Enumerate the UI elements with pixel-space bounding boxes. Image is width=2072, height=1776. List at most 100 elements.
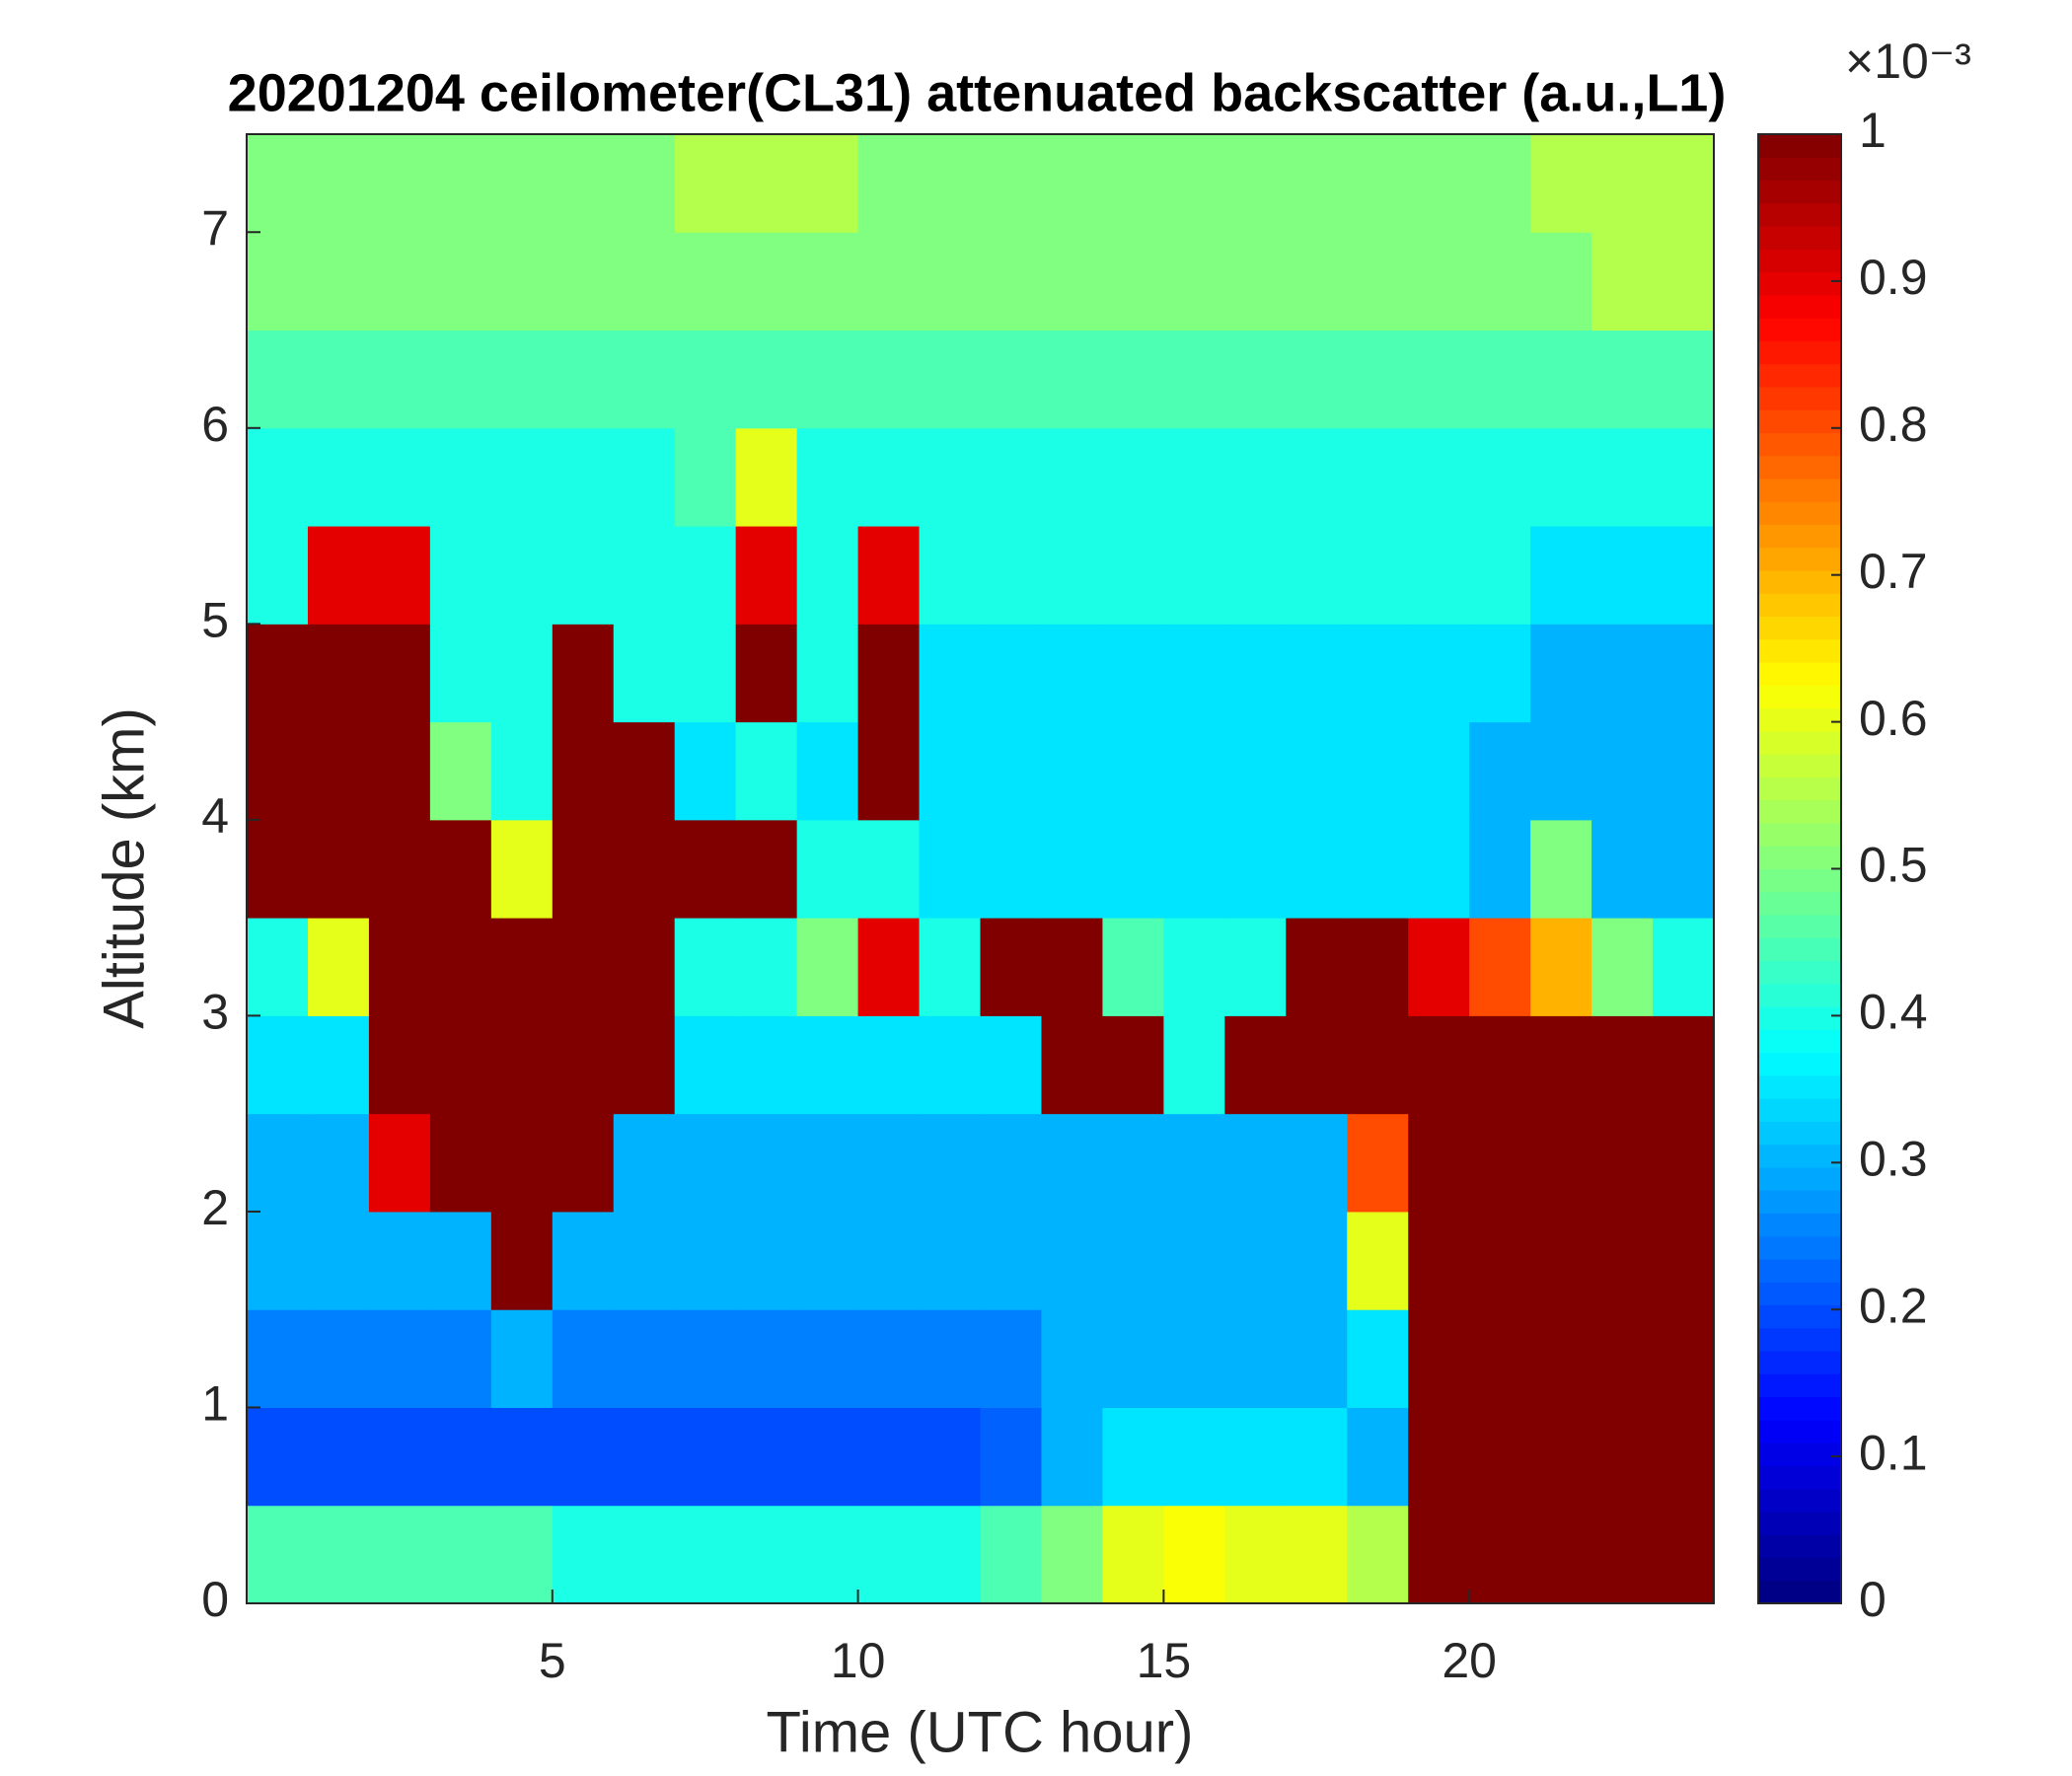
heatmap-cell [1530, 1309, 1592, 1408]
heatmap-cell [796, 134, 859, 233]
heatmap-cell [919, 526, 981, 625]
x-tick-label: 10 [831, 1633, 886, 1688]
heatmap-cell [1653, 1113, 1715, 1213]
heatmap-cell [429, 918, 492, 1016]
heatmap-cell [980, 819, 1042, 919]
heatmap-cell [1653, 330, 1715, 429]
heatmap-cell [1408, 526, 1470, 625]
colorbar-swatch [1758, 202, 1841, 227]
heatmap-cell [1102, 1015, 1164, 1115]
heatmap-cell [980, 330, 1042, 429]
heatmap-cell [1469, 918, 1531, 1016]
colorbar-tick-label: 0.9 [1859, 250, 1928, 305]
heatmap-cell [613, 918, 676, 1016]
heatmap-cell [735, 526, 798, 625]
colorbar-swatch [1758, 1557, 1841, 1582]
colorbar-swatch [1758, 249, 1841, 273]
heatmap-cell [247, 1211, 309, 1310]
heatmap-cell [1041, 1113, 1103, 1213]
heatmap-cell [1347, 721, 1409, 821]
colorbar-swatch [1758, 1144, 1841, 1168]
heatmap-cell [613, 624, 676, 723]
heatmap-cell [1041, 1505, 1103, 1604]
colorbar-swatch [1758, 547, 1841, 571]
heatmap-cell [857, 526, 921, 625]
heatmap-cell [1469, 1113, 1531, 1213]
heatmap-cell [307, 1015, 370, 1115]
heatmap-cell [1224, 1505, 1287, 1604]
colorbar-swatch [1758, 1304, 1841, 1329]
heatmap-cell [919, 624, 981, 723]
heatmap-cell [1469, 1309, 1531, 1408]
heatmap-cell [552, 1015, 615, 1115]
colorbar-swatch [1758, 432, 1841, 457]
heatmap-cell [490, 819, 554, 919]
heatmap-cell [1469, 330, 1531, 429]
heatmap-cell [919, 918, 981, 1016]
heatmap-cell [1530, 427, 1592, 527]
heatmap-cell [247, 624, 309, 723]
heatmap-cell [429, 1309, 492, 1408]
heatmap-cell [307, 1113, 370, 1213]
heatmap-cell [1347, 918, 1409, 1016]
heatmap-cell [1163, 819, 1225, 919]
heatmap-cell [674, 1113, 737, 1213]
heatmap-cell [1591, 1113, 1654, 1213]
heatmap-cell [1408, 1113, 1470, 1213]
heatmap-cell [247, 918, 309, 1016]
heatmap-cell [674, 1505, 737, 1604]
heatmap-cell [1530, 1015, 1592, 1115]
heatmap-cell [674, 1211, 737, 1310]
heatmap-cell [247, 232, 309, 332]
heatmap-cell [1530, 1211, 1592, 1310]
heatmap-cell [247, 1113, 309, 1213]
heatmap-cell [1163, 624, 1225, 723]
heatmap-cell [613, 1309, 676, 1408]
heatmap-cell [1041, 1211, 1103, 1310]
heatmap-cell [1102, 232, 1164, 332]
colorbar-swatch [1758, 754, 1841, 777]
colorbar-swatch [1758, 822, 1841, 847]
chart-title: 20201204 ceilometer(CL31) attenuated bac… [228, 63, 1727, 122]
colorbar-swatch [1758, 1235, 1841, 1260]
colorbar-swatch [1758, 157, 1841, 182]
heatmap-cell [796, 1015, 859, 1115]
colorbar-swatch [1758, 983, 1841, 1007]
heatmap-cell [1041, 721, 1103, 821]
heatmap-cell [1102, 1211, 1164, 1310]
colorbar-swatch [1758, 409, 1841, 433]
heatmap-cell [857, 1113, 921, 1213]
colorbar-swatch [1758, 1098, 1841, 1122]
colorbar-tick-label: 0.7 [1859, 544, 1928, 599]
heatmap-cell [1163, 232, 1225, 332]
heatmap-cell [1653, 526, 1715, 625]
heatmap-cell [1408, 330, 1470, 429]
heatmap-cell [1041, 232, 1103, 332]
heatmap-cell [613, 232, 676, 332]
heatmap-cell [857, 1407, 921, 1507]
heatmap-cell [1102, 1505, 1164, 1604]
heatmap-cell [857, 1505, 921, 1604]
heatmap-cell [429, 134, 492, 233]
heatmap-cell [1163, 1505, 1225, 1604]
heatmap-cell [1653, 819, 1715, 919]
heatmap-cell [1469, 1505, 1531, 1604]
heatmap-cell [613, 721, 676, 821]
heatmap-cell [429, 1015, 492, 1115]
heatmap-cell [980, 918, 1042, 1016]
heatmap-cell [1530, 1113, 1592, 1213]
heatmap-cell [980, 624, 1042, 723]
heatmap-cell [1530, 624, 1592, 723]
heatmap-cell [919, 1407, 981, 1507]
heatmap-cell [980, 232, 1042, 332]
heatmap-cell [1163, 1015, 1225, 1115]
heatmap-cell [1224, 232, 1287, 332]
heatmap-cell [1591, 1505, 1654, 1604]
heatmap-cell [1408, 134, 1470, 233]
heatmap-cell [1102, 134, 1164, 233]
heatmap-cell [307, 427, 370, 527]
heatmap-cell [1041, 918, 1103, 1016]
colorbar-swatch [1758, 363, 1841, 388]
heatmap-cell [552, 721, 615, 821]
heatmap-cell [735, 1407, 798, 1507]
